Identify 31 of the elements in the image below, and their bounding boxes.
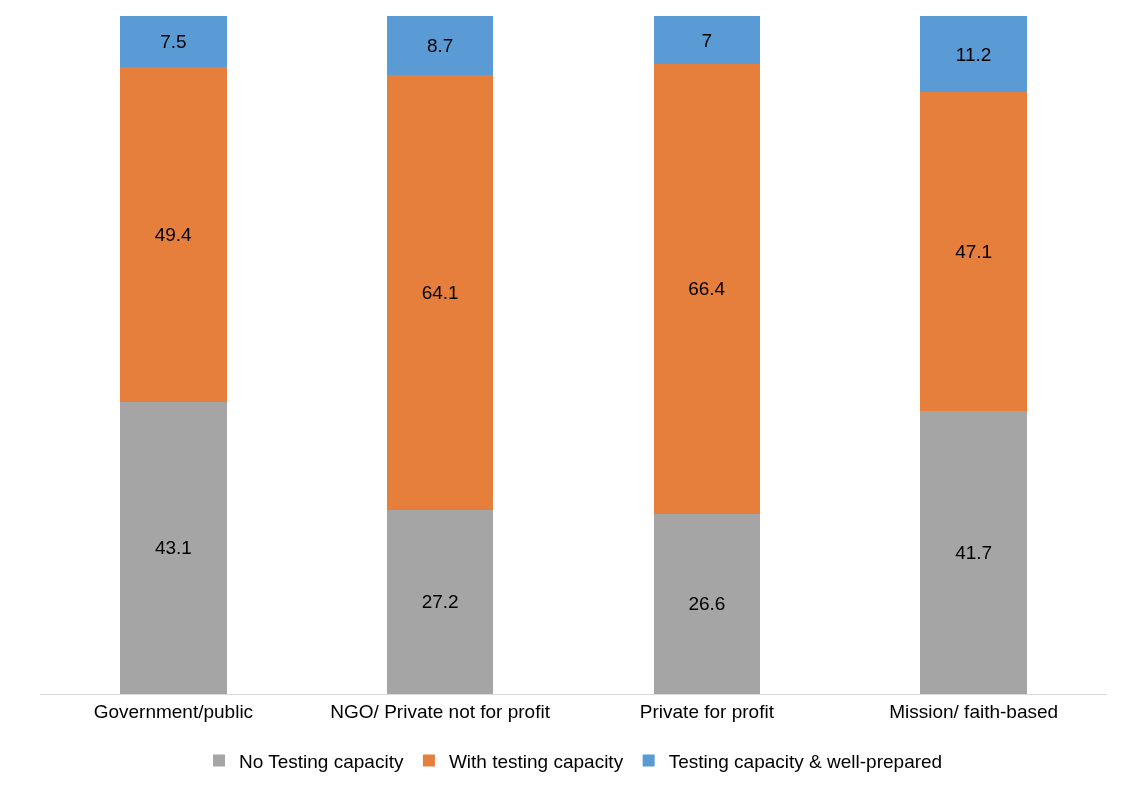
bar — [653, 513, 761, 694]
x-tick-label: NGO/ Private not for profit — [330, 700, 551, 722]
data-label: 43.1 — [154, 537, 192, 559]
bar — [920, 411, 1027, 694]
legend-label: With testing capacity — [448, 750, 624, 772]
bar — [386, 75, 494, 510]
data-label: 11.2 — [955, 43, 992, 65]
bar — [386, 16, 494, 76]
data-label: 27.2 — [421, 591, 459, 613]
data-label: 8.7 — [426, 35, 454, 57]
data-label: 66.4 — [688, 278, 726, 300]
bar — [120, 67, 227, 402]
bar — [920, 92, 1027, 412]
data-label: 41.7 — [955, 542, 993, 564]
x-tick-label: Mission/ faith-based — [889, 700, 1059, 722]
legend-label: Testing capacity & well-prepared — [668, 750, 943, 772]
data-label: 64.1 — [421, 281, 459, 303]
data-label: 7.5 — [160, 31, 187, 53]
data-label: 7 — [701, 29, 713, 51]
data-label: 49.4 — [154, 224, 193, 246]
bar — [920, 16, 1027, 93]
bar — [653, 16, 761, 64]
bar — [120, 16, 227, 68]
data-label: 47.1 — [955, 241, 993, 263]
x-tick-label: Government/public — [93, 700, 254, 722]
bar — [120, 401, 227, 694]
x-tick-label: Private for profit — [639, 700, 775, 722]
bar — [386, 509, 494, 694]
bar — [653, 63, 761, 514]
legend-label: No Testing capacity — [239, 750, 404, 772]
data-label: 26.6 — [688, 593, 726, 615]
